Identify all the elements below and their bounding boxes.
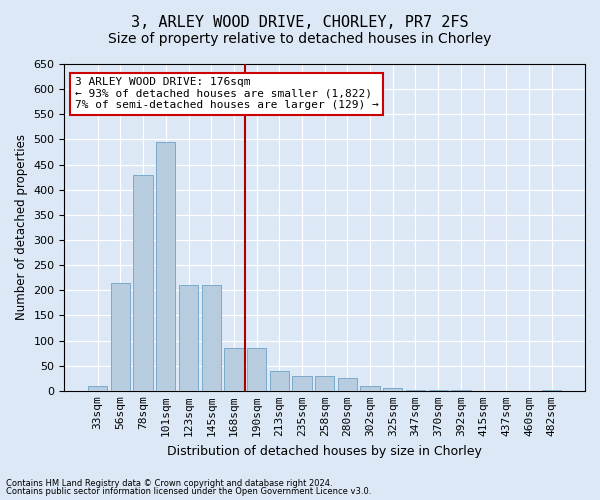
Bar bbox=[179, 285, 198, 391]
Bar bbox=[88, 386, 107, 391]
X-axis label: Distribution of detached houses by size in Chorley: Distribution of detached houses by size … bbox=[167, 444, 482, 458]
Bar bbox=[338, 378, 357, 391]
Bar bbox=[247, 348, 266, 391]
Bar bbox=[428, 390, 448, 391]
Bar bbox=[292, 376, 311, 391]
Bar bbox=[156, 142, 175, 391]
Bar bbox=[315, 376, 334, 391]
Bar bbox=[224, 348, 244, 391]
Text: Size of property relative to detached houses in Chorley: Size of property relative to detached ho… bbox=[109, 32, 491, 46]
Bar bbox=[361, 386, 380, 391]
Bar bbox=[111, 282, 130, 391]
Bar bbox=[202, 285, 221, 391]
Text: 3, ARLEY WOOD DRIVE, CHORLEY, PR7 2FS: 3, ARLEY WOOD DRIVE, CHORLEY, PR7 2FS bbox=[131, 15, 469, 30]
Bar bbox=[269, 370, 289, 391]
Bar bbox=[383, 388, 403, 391]
Text: 3 ARLEY WOOD DRIVE: 176sqm
← 93% of detached houses are smaller (1,822)
7% of se: 3 ARLEY WOOD DRIVE: 176sqm ← 93% of deta… bbox=[75, 77, 379, 110]
Text: Contains public sector information licensed under the Open Government Licence v3: Contains public sector information licen… bbox=[6, 487, 371, 496]
Bar bbox=[451, 390, 470, 391]
Text: Contains HM Land Registry data © Crown copyright and database right 2024.: Contains HM Land Registry data © Crown c… bbox=[6, 478, 332, 488]
Bar bbox=[406, 390, 425, 391]
Y-axis label: Number of detached properties: Number of detached properties bbox=[15, 134, 28, 320]
Bar bbox=[133, 174, 153, 391]
Bar bbox=[542, 390, 562, 391]
